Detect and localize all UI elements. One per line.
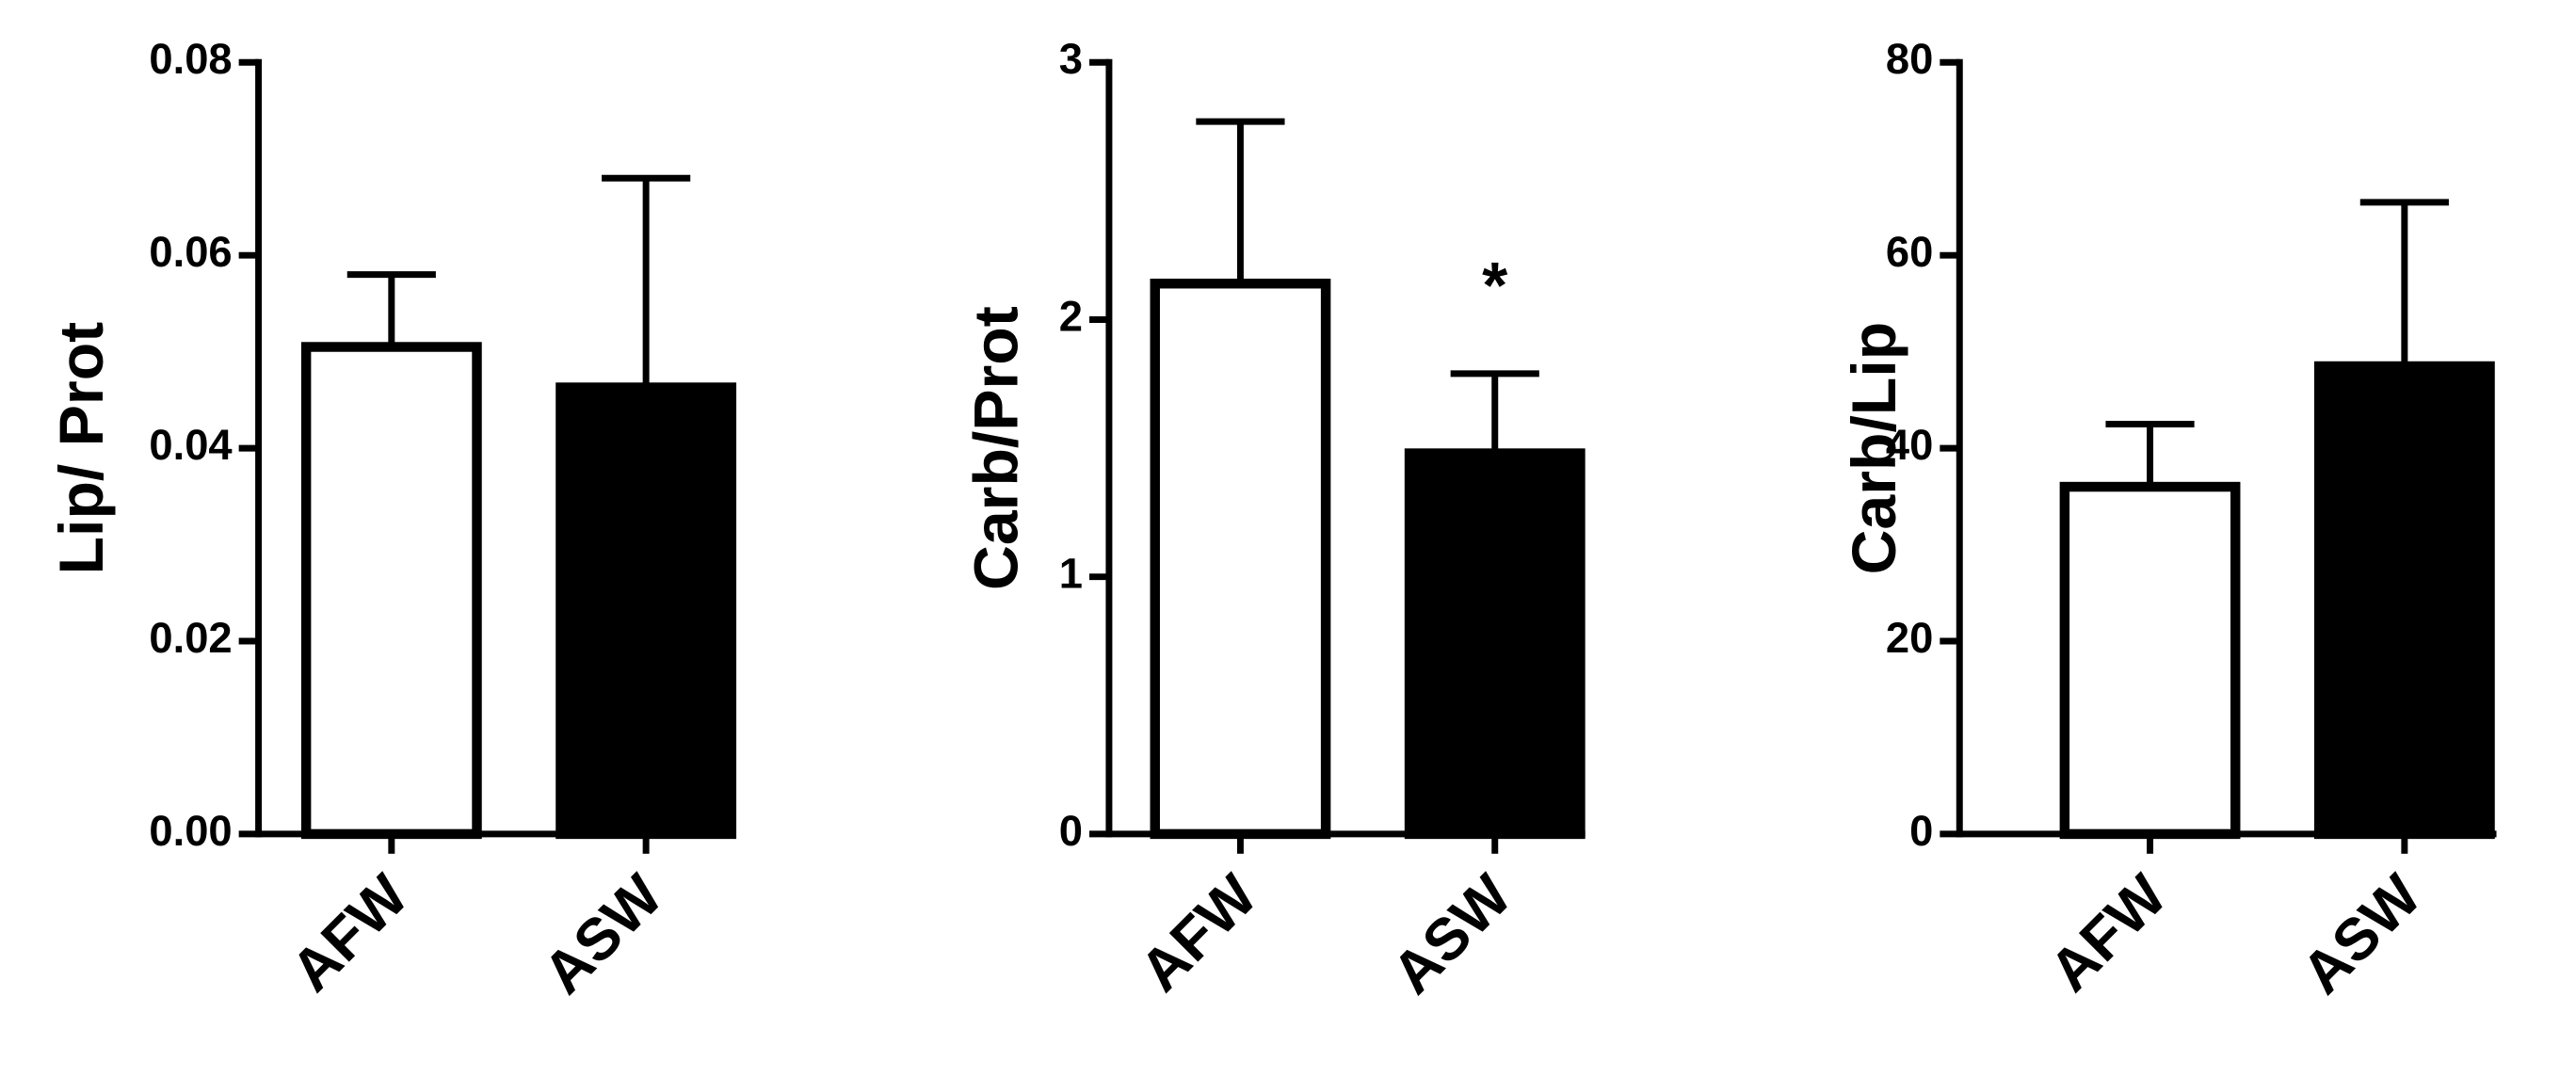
y-tick-label: 40 [1886,421,1933,469]
bar [300,342,482,840]
y-tick-label: 0.02 [149,614,232,662]
y-axis-label: Carb/Lip [1840,322,1909,575]
y-tick-label: 0.00 [149,807,232,855]
y-tick-label: 0 [1909,807,1933,855]
bar [2313,361,2495,840]
x-tick-label: AFW [2037,862,2180,1005]
bar [555,382,737,840]
chart-panel: AFW ASW 0 20 40 60 80 Carb/Lip [1840,35,2497,1007]
x-tick-label: ASW [1380,862,1525,1007]
x-tick-label: AFW [279,862,421,1005]
y-tick-label: 0.08 [149,35,232,83]
y-tick-label: 2 [1059,292,1083,340]
chart-panel: AFW ASW 0.00 0.02 0.04 0.06 0.08 Lip/ Prot [47,35,737,1007]
chart-panel: AFW ASW 0 1 2 3 Carb/Prot * [961,35,1586,1007]
x-tick-label: ASW [2290,862,2435,1007]
y-tick-label: 80 [1886,35,1933,83]
bar [2059,481,2241,840]
y-axis-label: Carb/Prot [961,306,1031,590]
y-axis-label: Lip/ Prot [47,322,117,575]
y-tick-label: 3 [1059,35,1083,83]
y-tick-label: 0.06 [149,228,232,276]
bar [1150,278,1331,840]
x-tick-label: AFW [1128,862,1270,1005]
y-tick-label: 1 [1059,550,1083,598]
x-tick-label: ASW [531,862,676,1007]
y-tick-label: 20 [1886,614,1933,662]
bar [1404,448,1586,840]
y-tick-label: 0.04 [149,421,232,469]
significance-marker: * [1482,249,1508,322]
y-tick-label: 0 [1059,807,1083,855]
y-tick-label: 60 [1886,228,1933,276]
